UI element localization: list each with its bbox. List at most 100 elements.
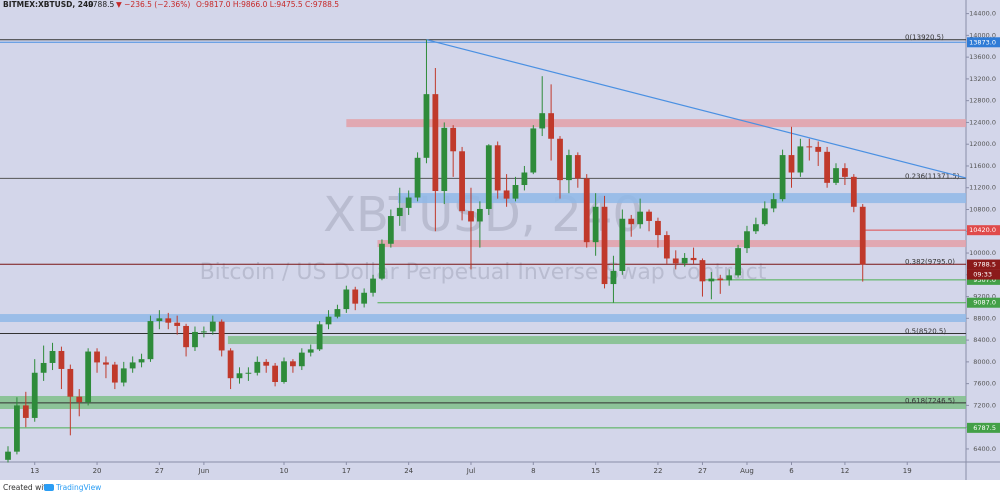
candle-body (405, 197, 412, 208)
candle-body (307, 349, 314, 353)
change: ▼ −236.5 (−2.36%) (116, 0, 190, 9)
candle-body (503, 190, 510, 199)
candle-body (806, 146, 813, 148)
last-price: 9788.5 (88, 0, 114, 9)
zone (377, 240, 966, 248)
logo (44, 484, 54, 491)
candle-body (521, 172, 528, 186)
x-tick-label: Aug (740, 467, 754, 475)
candle-body (788, 155, 795, 173)
countdown-label: 09:33 (973, 271, 992, 279)
y-tick-label: 12800.0 (969, 97, 996, 105)
price-tag-label: 9507.0 (973, 276, 996, 284)
candle-body (646, 211, 652, 221)
candle-body (227, 350, 234, 379)
candle-body (387, 216, 394, 244)
candle-body (49, 350, 56, 363)
price-tag-label: 13873.0 (969, 38, 996, 46)
y-tick-label: 12400.0 (969, 118, 996, 126)
candle-body (815, 146, 822, 152)
x-tick-label: 27 (155, 467, 164, 475)
ohlc: O:9817.0 H:9866.0 L:9475.5 C:9788.5 (196, 0, 339, 9)
x-tick-label: 13 (30, 467, 39, 475)
x-tick-label: 17 (342, 467, 351, 475)
y-tick-label: 10000.0 (969, 249, 996, 257)
price-tag-label: 10420.0 (969, 226, 996, 234)
candle-body (530, 128, 537, 173)
candle-body (396, 207, 403, 217)
x-tick-label: 6 (789, 467, 794, 475)
candle-body (76, 396, 83, 403)
y-tick-label: 8800.0 (973, 314, 996, 322)
candle-body (601, 206, 608, 285)
candle-body (209, 321, 216, 332)
candle-body (744, 231, 750, 249)
candle-body (637, 211, 644, 225)
y-tick-label: 11200.0 (969, 184, 996, 192)
candle-body (548, 113, 555, 139)
price-tag (967, 225, 1000, 236)
candle-body (298, 352, 305, 367)
candle-body (423, 94, 430, 158)
candle-body (325, 316, 332, 325)
y-tick-label: 13200.0 (969, 75, 996, 83)
zone (0, 314, 966, 322)
y-tick-label: 13600.0 (969, 53, 996, 61)
candle-body (236, 373, 243, 379)
candle-body (290, 361, 296, 367)
candle-body (129, 362, 136, 369)
candle-body (352, 289, 359, 304)
y-tick-label: 10800.0 (969, 206, 996, 214)
price-tag (967, 297, 1000, 308)
candle-body (218, 321, 225, 351)
candle-body (717, 278, 724, 281)
level-label: 0.5(8520.5) (905, 328, 946, 336)
x-tick-label: 10 (280, 467, 289, 475)
trendline (426, 39, 967, 179)
candle-body (539, 113, 546, 129)
candle-body (31, 372, 38, 418)
candle-body (512, 185, 519, 199)
candle-body (557, 138, 563, 181)
candle-body (414, 157, 421, 198)
y-tick-label: 7600.0 (973, 380, 996, 388)
candle-body (174, 322, 181, 326)
candle-body (797, 146, 804, 173)
candle-body (779, 155, 786, 200)
candle-body (361, 292, 368, 304)
x-tick-label: 12 (840, 467, 849, 475)
x-tick-label: Jul (466, 467, 476, 475)
price-tag (967, 422, 1000, 433)
candle-body (441, 127, 448, 192)
candle-body (770, 199, 777, 209)
level-label: 0(13920.5) (905, 34, 944, 42)
candle-body (850, 176, 857, 207)
candle-body (450, 127, 457, 152)
y-tick-label: 8000.0 (973, 358, 996, 366)
x-tick-label: 24 (404, 467, 413, 475)
y-tick-label: 6400.0 (973, 445, 996, 453)
x-tick-label: 20 (93, 467, 102, 475)
candle-body (681, 257, 688, 264)
y-tick-label: 8400.0 (973, 336, 996, 344)
y-tick-label: 7200.0 (973, 401, 996, 409)
candle-body (663, 235, 670, 259)
candle-body (583, 178, 590, 243)
candle-body (655, 220, 661, 236)
candle-body (824, 151, 831, 183)
y-tick-label: 14400.0 (969, 10, 996, 18)
candle-body (370, 278, 376, 293)
candle-body (85, 351, 92, 403)
candle-body (726, 275, 733, 281)
candle-body (379, 243, 385, 279)
candle-body (40, 362, 47, 373)
footer-created: Created with (3, 483, 51, 492)
candle-body (476, 208, 483, 222)
candle-body (699, 260, 706, 282)
candle-body (67, 368, 74, 397)
candle-body (690, 257, 697, 261)
zone (227, 336, 966, 345)
x-tick-label: 15 (591, 467, 600, 475)
